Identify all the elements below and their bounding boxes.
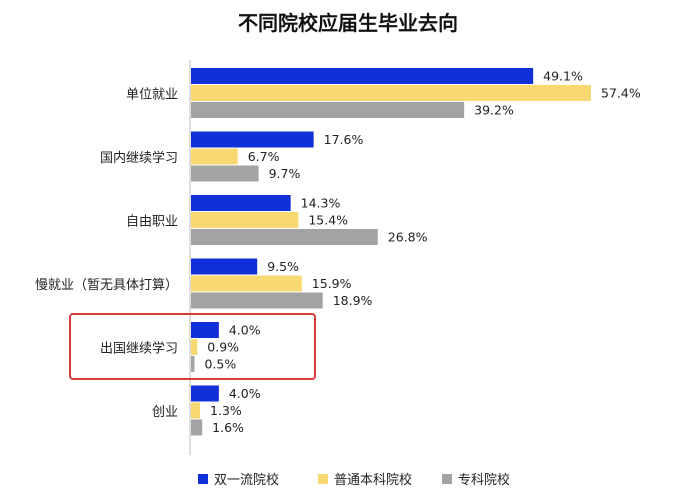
data-label: 57.4% bbox=[601, 86, 641, 101]
bars bbox=[191, 68, 591, 436]
bar bbox=[191, 402, 201, 419]
bar bbox=[191, 212, 299, 228]
data-label: 0.9% bbox=[207, 340, 239, 355]
data-label: 49.1% bbox=[543, 69, 583, 84]
legend-label: 双一流院校 bbox=[214, 472, 279, 488]
bar bbox=[191, 165, 259, 182]
value-labels: 49.1% 57.4% 39.2% 17.6% 6.7% 9.7%14.3% 15.4% 26… bbox=[204, 69, 640, 436]
highlight-box bbox=[69, 313, 316, 380]
data-label: 14.3% bbox=[301, 196, 341, 211]
bar bbox=[191, 275, 302, 292]
legend-swatch bbox=[318, 474, 328, 484]
bar bbox=[191, 292, 323, 309]
bar bbox=[191, 131, 314, 148]
data-label: 15.4% bbox=[308, 213, 348, 228]
data-label: 1.6% bbox=[212, 420, 244, 435]
data-label: 26.8% bbox=[388, 230, 428, 245]
data-label: 4.0% bbox=[229, 386, 261, 401]
category-label: 单位就业 bbox=[126, 88, 178, 103]
category-label: 创业 bbox=[152, 405, 178, 420]
bar bbox=[191, 385, 219, 402]
bar bbox=[191, 102, 465, 118]
bar bbox=[191, 148, 238, 165]
legend-swatch bbox=[442, 474, 452, 484]
data-label: 4.0% bbox=[229, 323, 261, 338]
data-label: 1.3% bbox=[210, 403, 242, 418]
bar bbox=[191, 85, 591, 101]
category-label: 慢就业（暂无具体打算） bbox=[35, 277, 178, 293]
data-label: 6.7% bbox=[248, 149, 280, 164]
data-label: 39.2% bbox=[474, 103, 514, 118]
legend-swatch bbox=[198, 474, 208, 484]
bar bbox=[191, 229, 378, 245]
category-label: 国内继续学习 bbox=[100, 150, 178, 166]
bar bbox=[191, 356, 195, 372]
bar bbox=[191, 68, 534, 84]
legend: 双一流院校 普通本科院校 专科院校 bbox=[198, 472, 510, 488]
data-label: 9.5% bbox=[267, 259, 299, 274]
bar bbox=[191, 195, 291, 211]
chart-title: 不同院校应届生毕业去向 bbox=[238, 11, 458, 35]
data-label: 17.6% bbox=[324, 132, 364, 147]
data-label: 9.7% bbox=[269, 166, 301, 181]
bar bbox=[191, 258, 258, 275]
data-label: 0.5% bbox=[204, 357, 236, 372]
bar bbox=[191, 322, 219, 338]
bar bbox=[191, 419, 203, 436]
data-label: 18.9% bbox=[333, 293, 373, 308]
category-label: 出国继续学习 bbox=[100, 341, 178, 357]
legend-label: 普通本科院校 bbox=[334, 472, 412, 488]
bar bbox=[191, 339, 198, 355]
category-label: 自由职业 bbox=[126, 215, 178, 230]
legend-label: 专科院校 bbox=[458, 472, 510, 488]
data-label: 15.9% bbox=[312, 276, 352, 291]
